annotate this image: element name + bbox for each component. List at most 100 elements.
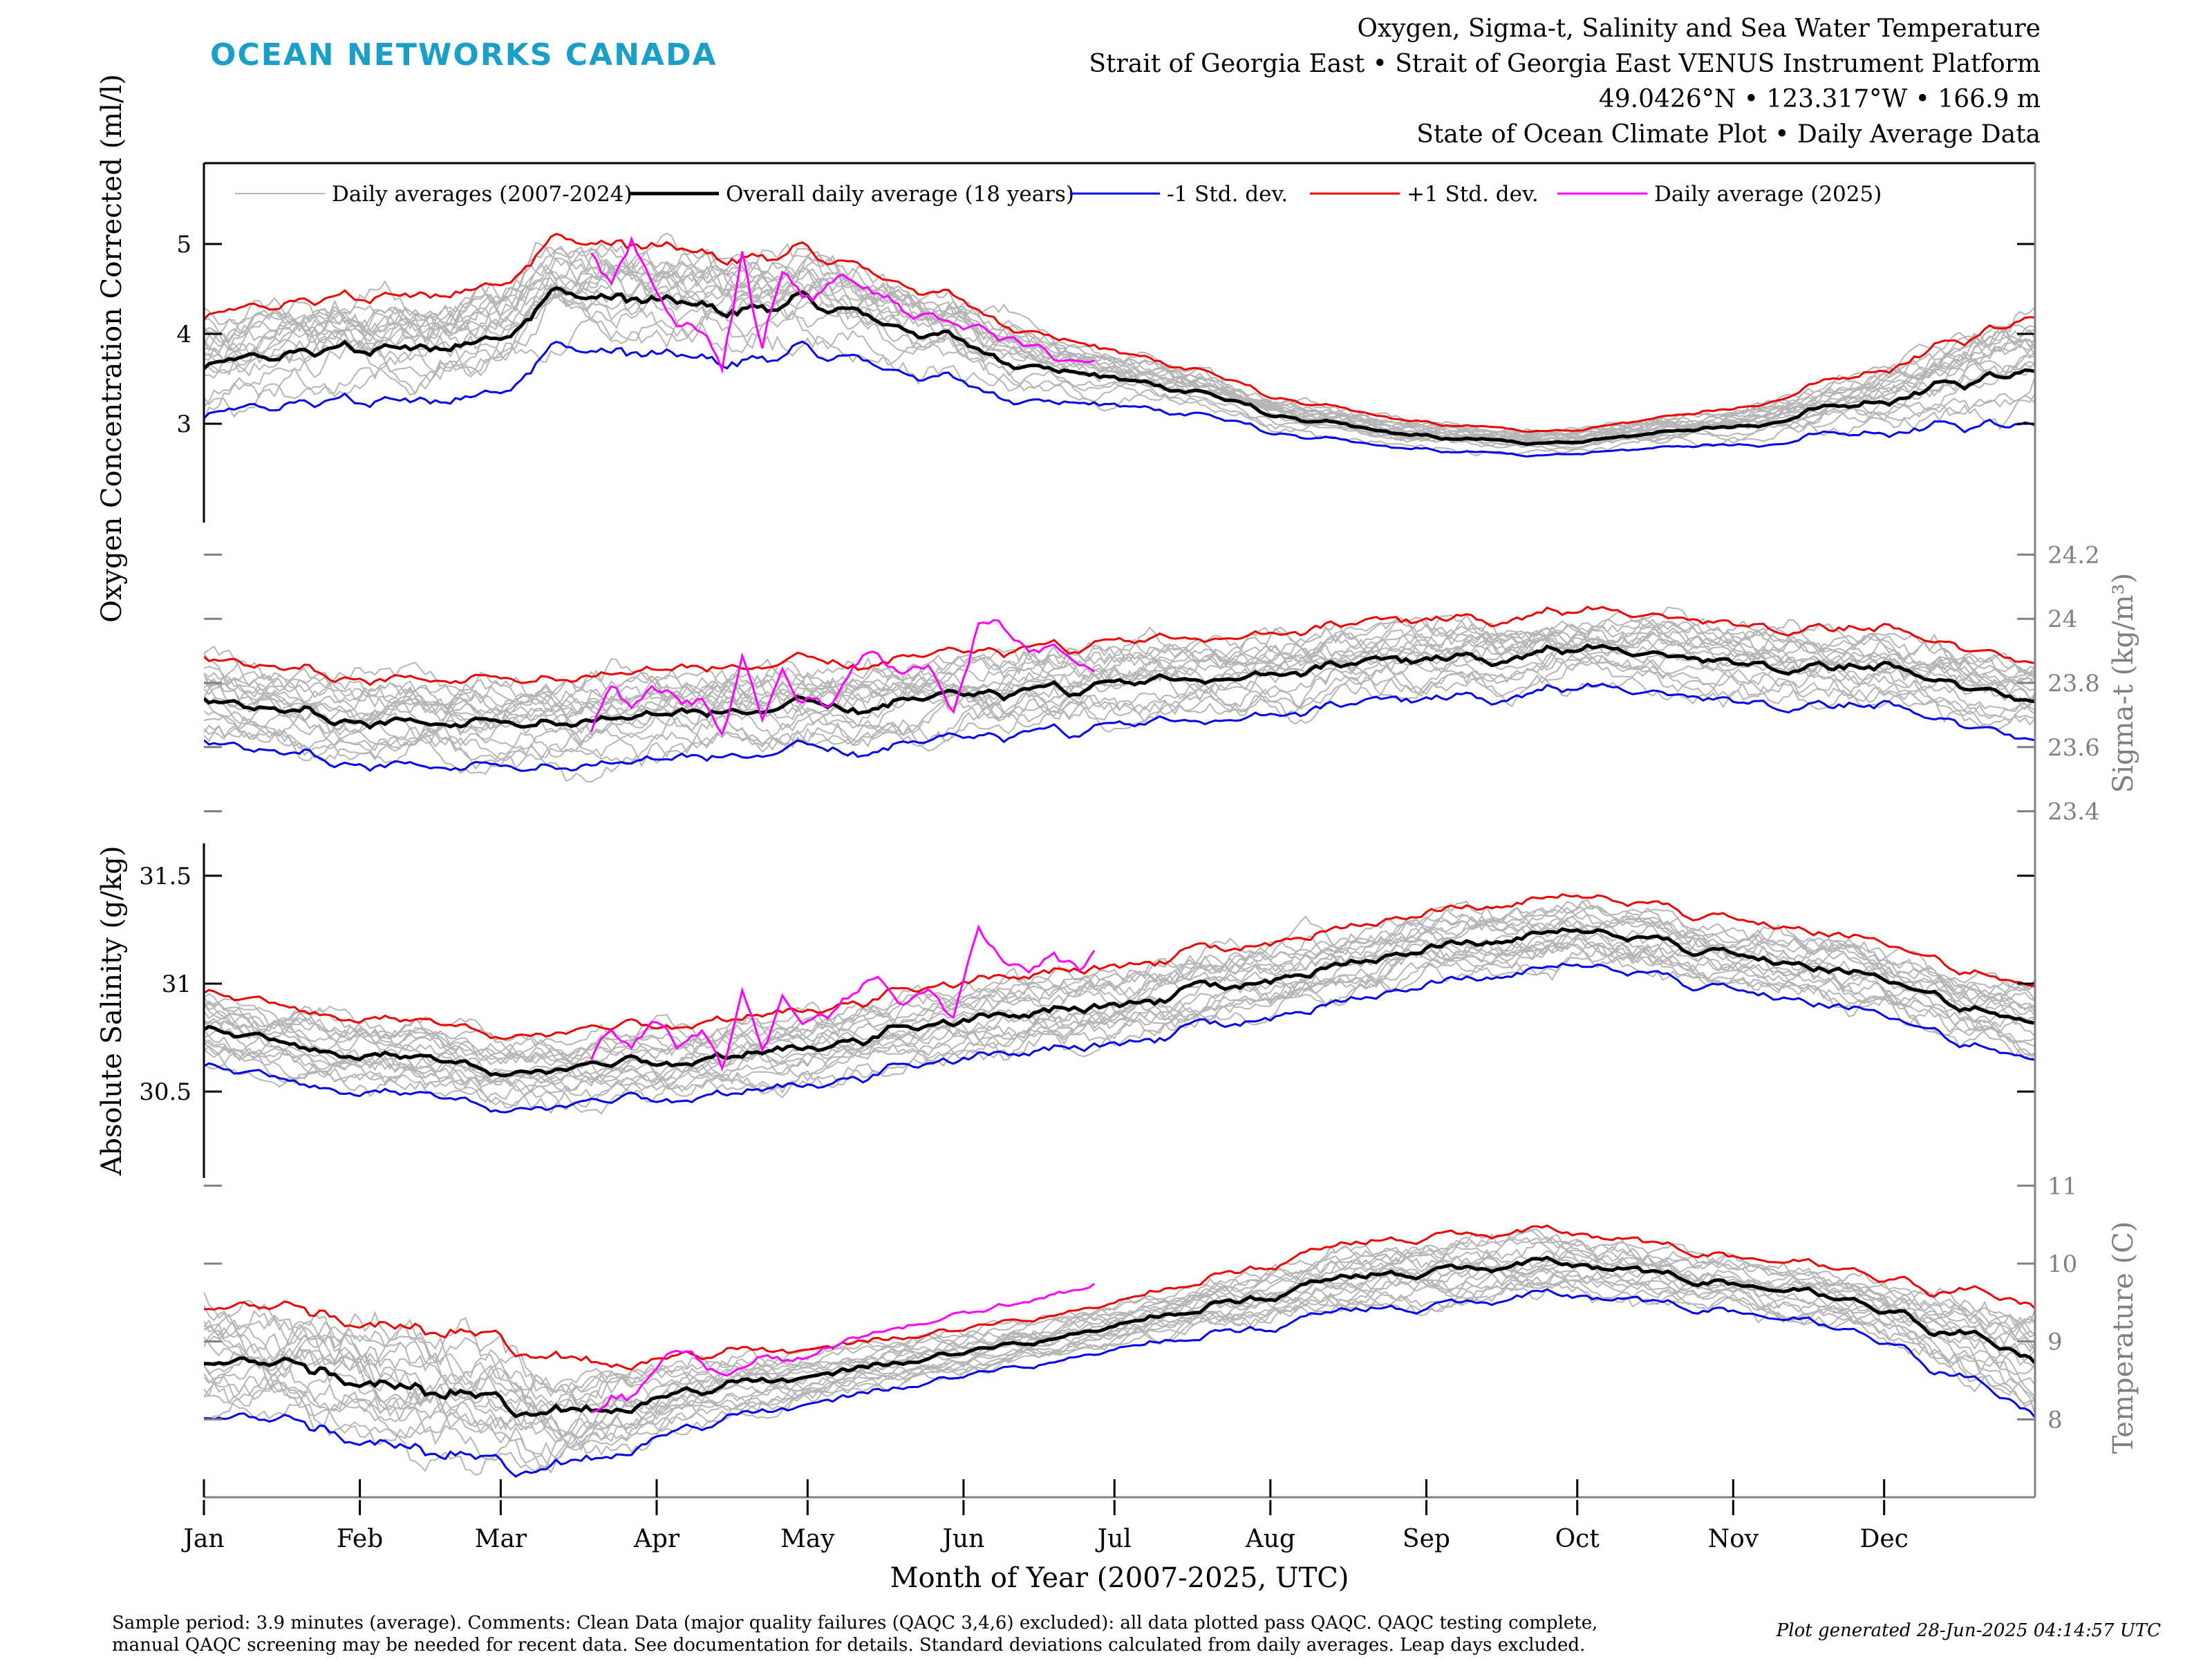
- history-line: [204, 616, 2035, 710]
- y-tick-label: 9: [2047, 1329, 2063, 1356]
- history-line: [204, 627, 2035, 735]
- history-line: [204, 1259, 2035, 1437]
- history-line: [204, 1270, 2035, 1445]
- y-tick-label: 24.2: [2047, 541, 2100, 569]
- legend-label-0: Daily averages (2007-2024): [332, 182, 632, 207]
- panel-sigma_t: 23.4 23.6 23.8 24 24.2 Sigma-t (kg/m³): [204, 523, 2139, 843]
- plot-area-temperature: [204, 1224, 2035, 1478]
- panel-salinity: 30.5 31 31.5 Absolute Salinity (g/kg): [96, 843, 2035, 1178]
- history-line: [204, 247, 2035, 443]
- history-line: [204, 614, 2035, 704]
- y-tick-label: 11: [2047, 1172, 2077, 1200]
- x-tick-label: Nov: [1708, 1525, 1759, 1553]
- history-line: [204, 268, 2035, 444]
- y-axis-label-temperature: Temperature (C): [2108, 1221, 2139, 1454]
- current-year-line: [590, 619, 1095, 737]
- history-line: [204, 242, 2035, 438]
- x-tick-label: Feb: [337, 1525, 383, 1553]
- y-tick-label: 4: [176, 321, 191, 348]
- history-line: [204, 1230, 2035, 1407]
- legend-label-1: Overall daily average (18 years): [726, 182, 1074, 207]
- y-tick-label: 31.5: [139, 863, 191, 890]
- minus-std-line: [204, 962, 2035, 1114]
- x-tick-label: Dec: [1860, 1525, 1909, 1553]
- x-tick-label: Aug: [1245, 1525, 1295, 1553]
- legend: Daily averages (2007-2024) Overall daily …: [235, 182, 1882, 207]
- minus-std-line: [204, 1288, 2035, 1478]
- y-tick-label: 8: [2047, 1406, 2063, 1434]
- y-tick-label: 3: [176, 411, 191, 438]
- y-tick-label: 24: [2047, 606, 2077, 633]
- plot-location: Strait of Georgia East • Strait of Georg…: [1089, 50, 2041, 78]
- history-line: [204, 927, 2035, 1093]
- y-tick-label: 23.8: [2047, 670, 2100, 697]
- history-line: [204, 606, 2035, 715]
- minus-std-line: [204, 682, 2035, 772]
- history-line: [204, 908, 2035, 1060]
- history-line: [204, 661, 2035, 770]
- x-tick-label: Jan: [180, 1525, 224, 1553]
- y-tick-label: 10: [2047, 1250, 2077, 1278]
- history-line: [204, 1228, 2035, 1393]
- history-line: [204, 292, 2035, 449]
- footer-notes: Sample period: 3.9 minutes (average). Co…: [112, 1612, 1764, 1656]
- history-line: [204, 1266, 2035, 1444]
- history-line: [204, 649, 2035, 761]
- plot-area-oxygen: [204, 232, 2035, 458]
- y-axis-label-salinity: Absolute Salinity (g/kg): [96, 845, 128, 1176]
- plot-coordinates: 49.0426°N • 123.317°W • 166.9 m: [1598, 85, 2041, 113]
- legend-label-3: +1 Std. dev.: [1407, 182, 1539, 207]
- minus-std-line: [204, 340, 2035, 458]
- footer-notes-line-1: Sample period: 3.9 minutes (average). Co…: [112, 1613, 1598, 1633]
- x-tick-label: Jun: [939, 1525, 984, 1553]
- history-line: [204, 942, 2035, 1115]
- history-line: [204, 257, 2035, 440]
- overall-mean-line: [204, 1255, 2035, 1418]
- plot-generated-timestamp: Plot generated 28-Jun-2025 04:14:57 UTC: [1776, 1620, 2161, 1641]
- y-tick-label: 23.6: [2047, 734, 2100, 762]
- panel-temperature: 8 9 10 11 Temperature (C): [204, 1172, 2139, 1497]
- legend-label-4: Daily average (2025): [1654, 182, 1882, 207]
- x-tick-label: Oct: [1555, 1525, 1600, 1553]
- x-tick-label: Mar: [475, 1525, 527, 1553]
- history-line: [204, 619, 2035, 722]
- x-axis-label: Month of Year (2007-2025, UTC): [890, 1562, 1349, 1594]
- history-line: [204, 619, 2035, 736]
- plus-std-line: [204, 606, 2035, 686]
- history-line: [204, 940, 2035, 1114]
- legend-label-2: -1 Std. dev.: [1167, 182, 1288, 207]
- history-line: [204, 1244, 2035, 1415]
- history-line: [204, 250, 2035, 441]
- x-tick-label: Jul: [1095, 1525, 1132, 1553]
- history-line: [204, 905, 2035, 1067]
- history-line: [204, 1268, 2035, 1439]
- y-axis-label-oxygen: Oxygen Concentration Corrected (ml/l): [96, 74, 128, 623]
- x-tick-label: Sep: [1403, 1525, 1450, 1553]
- overall-mean-line: [204, 285, 2035, 447]
- plot-title: Oxygen, Sigma-t, Salinity and Sea Water …: [1357, 15, 2041, 43]
- y-tick-label: 23.4: [2047, 798, 2100, 826]
- y-axis-label-sigma_t: Sigma-t (kg/m³): [2108, 573, 2139, 793]
- plot-description: State of Ocean Climate Plot • Daily Aver…: [1416, 120, 2041, 149]
- plus-std-line: [204, 893, 2035, 1040]
- history-line: [204, 1249, 2035, 1441]
- panel-oxygen: 3 4 5 Oxygen Concentration Corrected (ml/l): [96, 74, 2035, 623]
- current-year-line: [590, 924, 1096, 1072]
- overall-mean-line: [204, 643, 2035, 730]
- history-line: [204, 915, 2035, 1067]
- plot-area-salinity: [204, 893, 2035, 1115]
- history-line: [204, 625, 2035, 736]
- history-line: [204, 899, 2035, 1067]
- history-line: [204, 623, 2035, 722]
- y-tick-label: 31: [162, 971, 191, 998]
- history-line: [204, 245, 2035, 440]
- history-line: [204, 941, 2035, 1111]
- y-tick-label: 5: [176, 231, 191, 259]
- history-line: [204, 317, 2035, 457]
- plot-area-sigma_t: [204, 606, 2035, 783]
- ocean-networks-canada-logo: OCEAN NETWORKS CANADA: [210, 37, 718, 73]
- x-tick-label: May: [780, 1525, 835, 1553]
- history-line: [204, 654, 2035, 759]
- history-line: [204, 937, 2035, 1097]
